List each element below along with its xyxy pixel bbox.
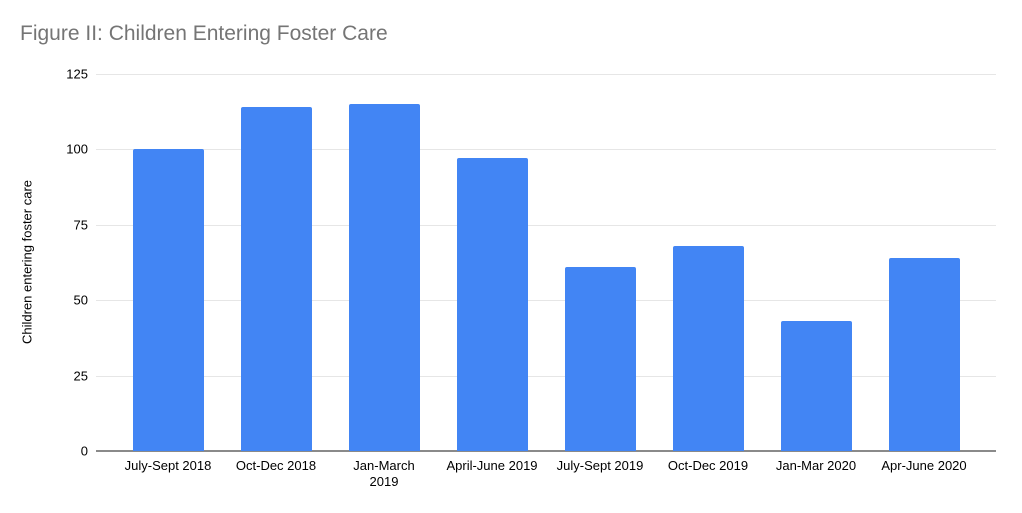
bar — [888, 257, 960, 451]
bar — [348, 104, 420, 451]
bar — [564, 267, 636, 451]
y-gridline — [96, 224, 996, 226]
y-gridline — [96, 375, 996, 377]
x-tick-label: Oct-Dec 2018 — [235, 458, 317, 473]
y-gridline — [96, 149, 996, 151]
x-tick-label: Oct-Dec 2019 — [667, 458, 749, 473]
y-tick-label: 125 — [66, 66, 88, 82]
x-tick-label: Jan-Mar 2020 — [775, 458, 857, 473]
y-tick-label: 0 — [80, 443, 88, 459]
bar — [132, 149, 204, 451]
x-tick-label: July-Sept 2018 — [124, 458, 212, 473]
y-tick-label: 50 — [73, 292, 88, 308]
bar — [456, 158, 528, 451]
chart-title: Figure II: Children Entering Foster Care — [20, 22, 388, 45]
x-tick-label: Jan-March 2019 — [353, 458, 415, 489]
y-tick-label: 100 — [66, 141, 88, 157]
y-tick-label: 75 — [73, 217, 88, 233]
x-tick-label: April-June 2019 — [446, 458, 538, 473]
x-tick-label: Apr-June 2020 — [881, 458, 967, 473]
y-tick-label: 25 — [73, 368, 88, 384]
x-axis-baseline — [96, 450, 996, 452]
y-gridline — [96, 300, 996, 302]
y-gridline — [96, 74, 996, 75]
x-tick-label: July-Sept 2019 — [556, 458, 644, 473]
bar — [672, 245, 744, 451]
bar — [780, 321, 852, 451]
bar — [240, 107, 312, 451]
